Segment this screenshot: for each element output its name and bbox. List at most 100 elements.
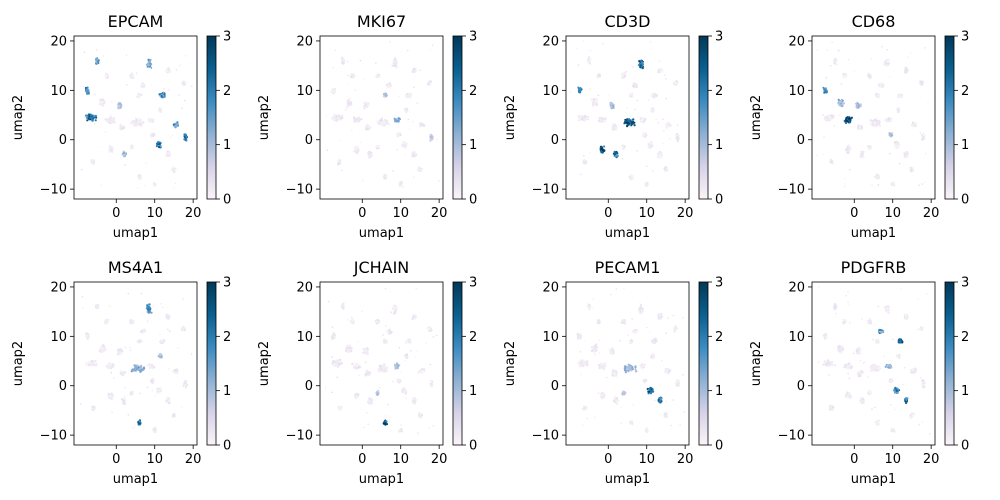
y-axis-label: umap2 <box>11 95 26 140</box>
umap-point <box>150 119 152 121</box>
umap-point <box>371 154 374 157</box>
umap-point <box>346 99 350 102</box>
x-axis-label: umap1 <box>605 226 650 241</box>
umap-point <box>135 120 138 123</box>
umap-point <box>412 68 415 71</box>
colorbar-tick-label: 1 <box>469 138 477 153</box>
umap-point <box>602 42 604 45</box>
umap-point <box>429 49 431 51</box>
umap-point <box>924 181 926 184</box>
umap-point <box>332 92 335 95</box>
umap-point <box>847 117 851 120</box>
umap-point <box>922 134 925 137</box>
scatter-points <box>80 292 193 434</box>
umap-point <box>397 133 401 136</box>
umap-point <box>844 148 847 151</box>
umap-point <box>85 91 88 94</box>
umap-point <box>163 93 166 96</box>
umap-point <box>367 103 370 106</box>
colorbar-tick-label: 3 <box>469 30 477 45</box>
umap-point <box>596 99 599 102</box>
umap-point <box>168 89 170 91</box>
umap-point <box>833 125 836 127</box>
umap-point <box>621 146 624 149</box>
umap-point <box>828 118 831 121</box>
umap-point <box>147 113 149 115</box>
umap-point <box>353 75 356 78</box>
umap-point <box>636 150 638 152</box>
umap-point <box>94 93 96 96</box>
umap-point <box>874 119 877 122</box>
umap-point <box>857 124 860 128</box>
umap-point <box>120 124 123 127</box>
umap-point <box>96 62 99 65</box>
umap-point <box>436 139 439 141</box>
colorbar-tick-label: 2 <box>715 84 723 99</box>
umap-point <box>367 125 370 128</box>
umap-point <box>351 129 353 132</box>
umap-point <box>111 116 114 119</box>
umap-point <box>413 176 415 178</box>
umap-point <box>132 124 135 127</box>
umap-point <box>636 99 639 102</box>
umap-point <box>895 142 898 145</box>
umap-point <box>597 94 600 97</box>
panel-title: EPCAM <box>108 12 164 31</box>
umap-point <box>627 123 630 126</box>
umap-point <box>151 133 154 137</box>
umap-point <box>102 55 105 57</box>
umap-point <box>129 74 132 77</box>
umap-point <box>365 101 368 104</box>
umap-point <box>109 365 112 368</box>
umap-point <box>409 93 412 96</box>
umap-point <box>839 114 841 117</box>
umap-point <box>108 118 112 121</box>
umap-point <box>173 168 176 171</box>
x-tick-label: 20 <box>185 206 202 221</box>
umap-point <box>597 119 601 122</box>
umap-point <box>825 115 829 118</box>
umap-point <box>600 148 603 151</box>
umap-point <box>603 145 606 148</box>
umap-point <box>414 153 417 156</box>
umap-point <box>904 66 907 69</box>
umap-point <box>887 119 890 122</box>
umap-point <box>857 117 860 120</box>
umap-point <box>168 152 171 155</box>
umap-point <box>825 89 828 92</box>
umap-point <box>816 154 818 157</box>
umap-point <box>134 123 137 127</box>
x-tick-label: 0 <box>112 206 120 221</box>
umap-point <box>665 126 668 129</box>
umap-point <box>396 148 399 151</box>
umap-point <box>877 184 880 186</box>
umap-point <box>135 72 138 75</box>
scatter-points <box>569 40 681 187</box>
umap-point <box>148 119 151 122</box>
colorbar-tick-label: 1 <box>961 138 969 153</box>
umap-point <box>407 49 409 52</box>
umap-point <box>341 114 344 117</box>
umap-point <box>657 121 660 124</box>
umap-point <box>904 71 907 74</box>
umap-point <box>394 60 398 63</box>
umap-point <box>904 68 908 71</box>
umap-point <box>925 152 927 155</box>
colorbar-tick-label: 0 <box>223 193 231 208</box>
umap-point <box>385 120 388 123</box>
umap-point <box>184 382 187 385</box>
umap-point <box>842 72 846 75</box>
umap-point <box>110 149 113 152</box>
umap-point <box>131 321 134 324</box>
umap-point <box>174 369 177 372</box>
umap-point <box>633 124 636 127</box>
umap-point <box>137 340 140 343</box>
umap-point <box>93 406 96 409</box>
umap-point <box>393 62 396 65</box>
umap-point <box>333 89 336 93</box>
umap-point <box>152 184 155 187</box>
umap-point <box>649 144 652 147</box>
umap-point <box>171 167 174 170</box>
y-axis-label: umap2 <box>749 95 764 140</box>
umap-point <box>904 154 907 157</box>
